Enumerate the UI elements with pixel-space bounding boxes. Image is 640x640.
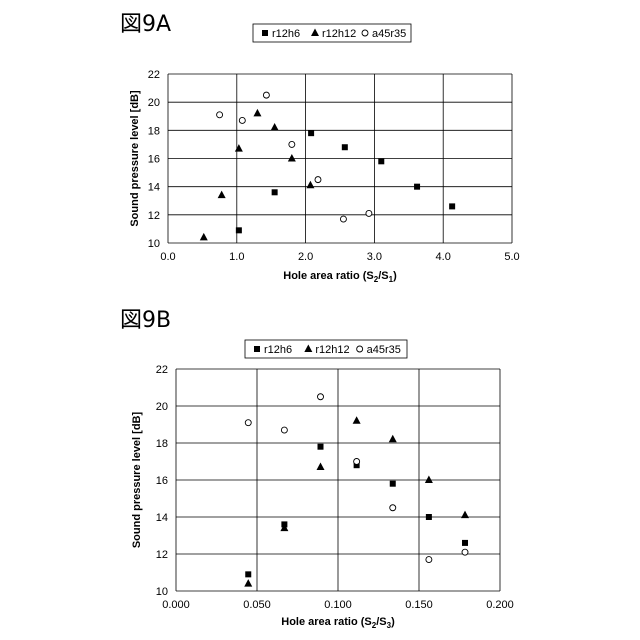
data-point-r12h12 (461, 511, 469, 519)
x-tick-label: 3.0 (367, 251, 382, 263)
legend-marker-r12h6 (254, 346, 260, 352)
x-tick-label: 0.000 (162, 599, 190, 611)
legend: r12h6 r12h12 a45r35 (253, 24, 411, 42)
data-point-r12h12 (200, 233, 208, 241)
legend: r12h6 r12h12 a45r35 (245, 340, 407, 358)
series-r12h12 (244, 416, 469, 586)
data-point-r12h12 (253, 109, 261, 117)
data-point-a45r35 (315, 177, 321, 183)
data-point-r12h6 (449, 203, 455, 209)
x-tick-label: 2.0 (298, 251, 313, 263)
x-tick-label: 0.100 (324, 599, 352, 611)
data-point-a45r35 (366, 210, 372, 216)
y-axis-label: Sound pressure level [dB] (131, 412, 143, 549)
data-point-a45r35 (245, 420, 251, 426)
y-tick-label: 16 (156, 475, 168, 487)
x-tick-label: 0.200 (486, 599, 514, 611)
y-tick-label: 18 (148, 125, 160, 137)
y-tick-label: 16 (148, 154, 160, 166)
y-tick-label: 12 (148, 210, 160, 222)
x-tick-label: 0.050 (243, 599, 271, 611)
data-point-a45r35 (318, 394, 324, 400)
data-point-a45r35 (462, 549, 468, 555)
data-point-a45r35 (390, 505, 396, 511)
x-tick-label: 5.0 (504, 251, 519, 263)
legend-entry-a45r35: a45r35 (372, 28, 406, 40)
data-point-r12h6 (308, 130, 314, 136)
data-point-r12h12 (389, 435, 397, 443)
data-point-r12h6 (318, 444, 324, 450)
y-tick-label: 12 (156, 549, 168, 561)
data-point-r12h6 (236, 227, 242, 233)
y-tick-label: 22 (156, 364, 168, 376)
chart-9a: 10 12 14 16 18 20 22 0.0 1.0 2.0 3.0 4.0 5.0 Hole are… (129, 24, 520, 284)
data-point-r12h12 (425, 476, 433, 484)
legend-marker-a45r35 (357, 346, 363, 352)
x-tick-label: 4.0 (436, 251, 451, 263)
legend-entry-r12h6: r12h6 (264, 344, 292, 356)
series-r12h12 (200, 109, 315, 240)
data-point-a45r35 (239, 117, 245, 123)
x-tick-label: 0.0 (160, 251, 175, 263)
y-tick-label: 10 (148, 238, 160, 250)
data-point-a45r35 (354, 459, 360, 465)
data-point-a45r35 (340, 216, 346, 222)
legend-marker-r12h6 (262, 30, 268, 36)
data-point-r12h12 (306, 181, 314, 189)
y-tick-label: 14 (148, 182, 160, 194)
data-point-r12h12 (244, 579, 252, 587)
chart-9b: 10 12 14 16 18 20 22 0.000 0.050 0.100 0.150 0.200 H… (131, 340, 514, 630)
legend-entry-r12h6: r12h6 (272, 28, 300, 40)
legend-entry-a45r35: a45r35 (367, 344, 401, 356)
data-point-a45r35 (426, 557, 432, 563)
data-point-r12h12 (218, 191, 226, 199)
y-tick-label: 10 (156, 586, 168, 598)
x-axis-label: Hole area ratio (S2/S3) (281, 616, 395, 630)
data-point-r12h6 (462, 540, 468, 546)
data-point-r12h12 (271, 123, 279, 130)
data-point-r12h6 (342, 144, 348, 150)
data-point-a45r35 (281, 427, 287, 433)
data-point-a45r35 (263, 92, 269, 98)
legend-marker-a45r35 (362, 30, 368, 36)
x-axis-label: Hole area ratio (S2/S1) (283, 270, 397, 284)
y-axis-label: Sound pressure level [dB] (129, 90, 141, 227)
legend-entry-r12h12: r12h12 (322, 28, 356, 40)
data-point-r12h6 (272, 189, 278, 195)
data-point-r12h6 (390, 481, 396, 487)
y-tick-label: 20 (148, 97, 160, 109)
y-tick-label: 22 (148, 69, 160, 81)
series-a45r35 (217, 92, 372, 222)
data-point-r12h6 (426, 514, 432, 520)
y-tick-label: 14 (156, 512, 168, 524)
y-tick-label: 18 (156, 438, 168, 450)
data-point-r12h6 (378, 158, 384, 164)
x-tick-label: 1.0 (229, 251, 244, 263)
data-point-r12h12 (353, 416, 361, 424)
data-point-r12h12 (317, 463, 325, 471)
data-point-a45r35 (289, 141, 295, 147)
legend-entry-r12h12: r12h12 (315, 344, 349, 356)
data-point-r12h12 (235, 144, 243, 152)
y-tick-label: 20 (156, 401, 168, 413)
data-point-r12h12 (288, 154, 296, 162)
data-point-r12h6 (245, 571, 251, 577)
x-tick-label: 0.150 (405, 599, 433, 611)
data-point-a45r35 (217, 112, 223, 118)
data-point-r12h6 (414, 184, 420, 190)
